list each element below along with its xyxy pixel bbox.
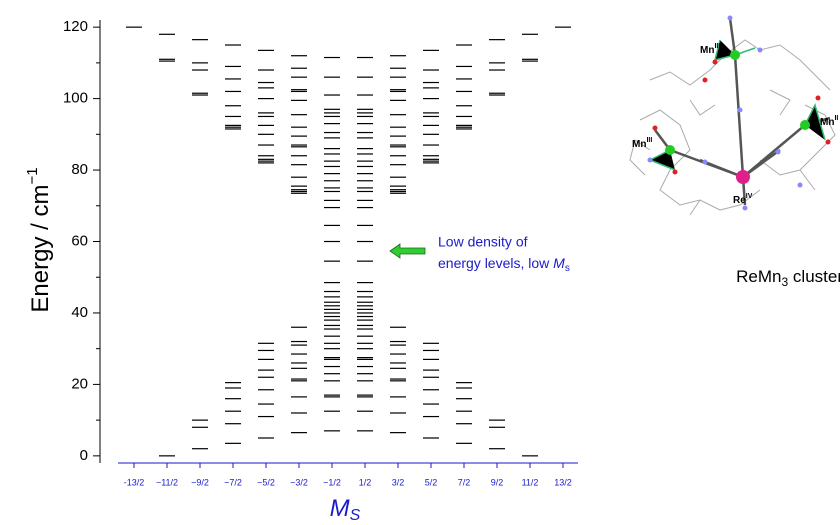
atom-oxidation: IV	[746, 193, 753, 200]
x-tick-label: −1/2	[323, 477, 341, 487]
mn-atom	[665, 145, 675, 155]
atom-element: Mn	[820, 117, 834, 128]
y-axis-title: Energy / cm−1	[24, 167, 54, 312]
atom-oxidation: II	[834, 115, 838, 122]
x-tick-label: -13/2	[124, 477, 145, 487]
atom-element: Re	[733, 195, 746, 206]
x-title-sub: S	[350, 507, 361, 524]
re-atom	[736, 170, 750, 184]
annotation-line: energy levels, low Ms	[438, 255, 570, 274]
annotation-symbol: M	[553, 255, 565, 271]
y-title-text: Energy / cm	[27, 185, 54, 313]
caption-text: ReMn	[736, 267, 781, 286]
x-tick-label: −5/2	[257, 477, 275, 487]
x-tick-label: 1/2	[359, 477, 372, 487]
y-tick-label: 100	[63, 90, 88, 107]
x-tick-label: 13/2	[554, 477, 572, 487]
x-tick-label: 9/2	[491, 477, 504, 487]
figure-caption: ReMn3 cluster	[736, 267, 840, 289]
y-tick-label: 60	[71, 232, 88, 249]
atom-oxidation: III	[714, 43, 720, 50]
mn-atom	[730, 50, 740, 60]
x-axis-title: MS	[330, 495, 361, 524]
atom-label: ReIV	[733, 193, 753, 206]
y-tick-label: 80	[71, 161, 88, 178]
x-tick-label: −7/2	[224, 477, 242, 487]
y-tick-label: 40	[71, 304, 88, 321]
atom-element: Mn	[700, 45, 714, 56]
x-tick-label: −11/2	[156, 477, 178, 487]
chart: Energy / cm−1 MS Low density of energy l…	[0, 0, 840, 525]
annotation-sub: s	[565, 263, 570, 274]
atom-label: MnII	[820, 115, 838, 128]
x-title-text: M	[330, 495, 350, 522]
atom-element: Mn	[632, 139, 646, 150]
mn-atom	[800, 120, 810, 130]
y-tick-label: 20	[71, 375, 88, 392]
caption-end: cluster	[788, 267, 840, 286]
x-tick-label: 7/2	[458, 477, 471, 487]
annotation-text: energy levels, low	[438, 255, 553, 271]
x-tick-label: −9/2	[191, 477, 209, 487]
annotation-line: Low density of	[438, 234, 528, 250]
y-title-sup: −1	[24, 167, 41, 184]
atom-oxidation: III	[646, 137, 652, 144]
annotation-arrow	[390, 244, 425, 258]
x-tick-label: 11/2	[522, 477, 539, 487]
y-tick-label: 0	[80, 447, 88, 464]
x-tick-label: −3/2	[290, 477, 308, 487]
atom-label: MnIII	[632, 137, 652, 150]
x-tick-label: 5/2	[425, 477, 438, 487]
annotation: Low density of energy levels, low Ms	[390, 234, 570, 274]
y-tick-label: 120	[63, 18, 88, 35]
x-tick-label: 3/2	[392, 477, 405, 487]
